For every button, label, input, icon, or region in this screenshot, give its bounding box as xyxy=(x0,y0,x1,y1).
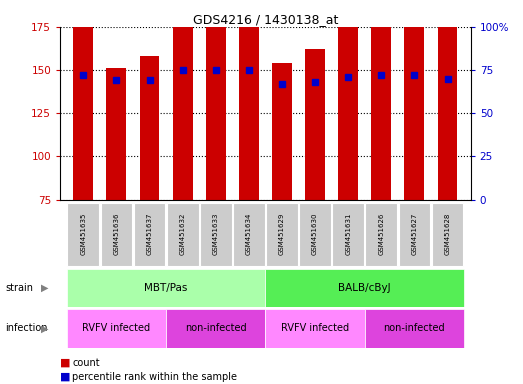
FancyBboxPatch shape xyxy=(365,309,464,348)
Text: ▶: ▶ xyxy=(41,283,48,293)
Text: ▶: ▶ xyxy=(41,323,48,333)
FancyBboxPatch shape xyxy=(366,203,397,266)
FancyBboxPatch shape xyxy=(266,203,298,266)
Text: GSM451629: GSM451629 xyxy=(279,213,285,255)
Bar xyxy=(371,0,391,200)
Text: percentile rank within the sample: percentile rank within the sample xyxy=(72,372,237,382)
Bar xyxy=(338,17,358,200)
FancyBboxPatch shape xyxy=(167,203,199,266)
Bar xyxy=(107,68,127,200)
FancyBboxPatch shape xyxy=(399,203,430,266)
Bar xyxy=(438,17,458,200)
Text: ■: ■ xyxy=(60,358,71,368)
Text: BALB/cByJ: BALB/cByJ xyxy=(338,283,391,293)
Text: GSM451636: GSM451636 xyxy=(113,213,119,255)
Text: GSM451630: GSM451630 xyxy=(312,213,318,255)
FancyBboxPatch shape xyxy=(67,269,266,307)
Bar xyxy=(140,56,160,200)
FancyBboxPatch shape xyxy=(332,203,364,266)
Text: infection: infection xyxy=(5,323,48,333)
Bar xyxy=(73,15,93,200)
Text: ■: ■ xyxy=(60,372,71,382)
Bar xyxy=(173,0,192,200)
Bar xyxy=(206,0,226,200)
FancyBboxPatch shape xyxy=(166,309,266,348)
Bar xyxy=(404,0,424,200)
FancyBboxPatch shape xyxy=(67,203,99,266)
Text: GSM451626: GSM451626 xyxy=(378,213,384,255)
Bar xyxy=(272,63,292,200)
Text: GSM451628: GSM451628 xyxy=(445,213,450,255)
Text: non-infected: non-infected xyxy=(383,323,445,333)
Text: GSM451631: GSM451631 xyxy=(345,213,351,255)
Bar xyxy=(239,0,259,200)
FancyBboxPatch shape xyxy=(67,309,166,348)
Text: RVFV infected: RVFV infected xyxy=(82,323,151,333)
FancyBboxPatch shape xyxy=(431,203,463,266)
FancyBboxPatch shape xyxy=(299,203,331,266)
Text: GSM451637: GSM451637 xyxy=(146,213,153,255)
FancyBboxPatch shape xyxy=(266,309,365,348)
Text: count: count xyxy=(72,358,100,368)
Text: non-infected: non-infected xyxy=(185,323,246,333)
FancyBboxPatch shape xyxy=(100,203,132,266)
Text: RVFV infected: RVFV infected xyxy=(281,323,349,333)
FancyBboxPatch shape xyxy=(233,203,265,266)
FancyBboxPatch shape xyxy=(266,269,464,307)
Text: GSM451627: GSM451627 xyxy=(412,213,417,255)
FancyBboxPatch shape xyxy=(134,203,165,266)
Title: GDS4216 / 1430138_at: GDS4216 / 1430138_at xyxy=(193,13,338,26)
Text: GSM451634: GSM451634 xyxy=(246,213,252,255)
FancyBboxPatch shape xyxy=(200,203,232,266)
Text: strain: strain xyxy=(5,283,33,293)
Text: MBT/Pas: MBT/Pas xyxy=(144,283,188,293)
Text: GSM451633: GSM451633 xyxy=(213,213,219,255)
Text: GSM451635: GSM451635 xyxy=(81,213,86,255)
Text: GSM451632: GSM451632 xyxy=(179,213,186,255)
Bar xyxy=(305,50,325,200)
